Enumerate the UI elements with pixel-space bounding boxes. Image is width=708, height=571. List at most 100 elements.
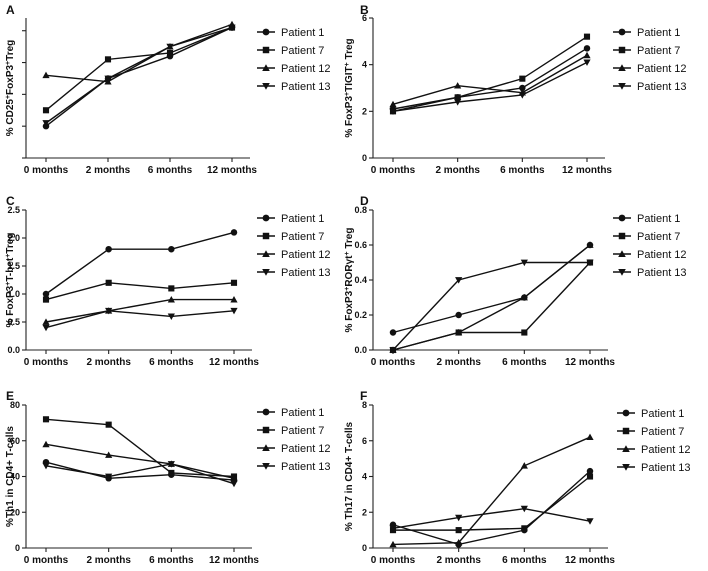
series-line-patient-12 <box>392 244 591 351</box>
x-category-label: 0 months <box>371 555 416 566</box>
data-point <box>454 99 462 106</box>
y-tick-label: 8 <box>362 400 367 410</box>
legend-label: Patient 12 <box>637 63 687 75</box>
data-point <box>42 440 50 448</box>
x-category-label: 0 months <box>371 357 416 368</box>
y-tick-label: 0.6 <box>354 240 367 250</box>
y-tick-label: 0 <box>362 543 367 553</box>
x-category-label: 0 months <box>371 165 416 176</box>
panel-letter: A <box>6 3 15 17</box>
legend-marker <box>262 64 270 72</box>
y-axis-label: % Th17 in CD4+ T-cells <box>344 421 355 531</box>
legend-marker <box>618 46 626 54</box>
x-category-label: 2 months <box>86 165 131 176</box>
x-category-label: 6 months <box>502 555 547 566</box>
x-category-label: 2 months <box>436 555 481 566</box>
data-point <box>105 279 112 286</box>
y-tick-label: 0.0 <box>354 345 367 355</box>
data-point <box>168 285 175 292</box>
data-point <box>105 245 112 253</box>
legend-label: Patient 12 <box>641 444 691 456</box>
series-line-patient-13 <box>392 261 590 351</box>
legend-label: Patient 13 <box>637 81 687 93</box>
y-tick-label: 6 <box>362 436 367 446</box>
x-category-label: 2 months <box>86 555 131 566</box>
legend-label: Patient 7 <box>281 231 324 243</box>
data-point <box>586 518 594 525</box>
data-point <box>166 43 174 51</box>
legend-marker <box>618 28 626 36</box>
data-point <box>454 94 461 101</box>
x-category-label: 0 months <box>24 555 69 566</box>
legend-marker <box>622 427 630 435</box>
panel-f: F 0 2 4 6 8 0 months 2 months 6 months 12 months%… <box>344 389 691 566</box>
data-point <box>521 329 528 336</box>
data-point <box>520 505 528 513</box>
y-tick-label: 2 <box>362 106 367 116</box>
x-category-label: 12 months <box>209 555 259 566</box>
panel-d: D 0.0 0.2 0.4 0.6 0.8 0 months 2 months 6 months… <box>344 194 687 368</box>
series-line-patient-1 <box>45 461 235 481</box>
data-point <box>105 421 112 428</box>
legend-marker <box>262 250 270 258</box>
legend-label: Patient 1 <box>281 213 324 225</box>
series-line-patient-7 <box>45 418 235 478</box>
y-tick-label: 1.5 <box>7 261 20 271</box>
legend-label: Patient 12 <box>281 249 331 261</box>
legend-marker <box>622 445 630 453</box>
y-tick-label: 6 <box>362 13 367 23</box>
legend-marker <box>618 64 626 72</box>
data-point <box>518 92 526 99</box>
data-point <box>454 82 462 89</box>
series-line-patient-7 <box>45 282 235 301</box>
panel-c: C 0.0 0.5 1.0 1.5 2.0 2.5 0 months 2 months 6 mon… <box>5 194 331 368</box>
panel-letter: D <box>360 194 369 208</box>
data-point <box>520 259 528 267</box>
data-point <box>230 480 238 488</box>
data-point <box>583 33 591 40</box>
y-axis-label: %Th1 in CD4+ T-cells <box>5 426 16 527</box>
legend-label: Patient 7 <box>641 426 684 438</box>
data-point <box>168 245 175 253</box>
legend-label: Patient 1 <box>637 27 680 39</box>
series-line-patient-13 <box>45 26 233 124</box>
series-line-patient-13 <box>45 310 235 329</box>
legend-label: Patient 13 <box>641 462 691 474</box>
panel-a: A 0 months 2 months 6 months 12 months % CD25… <box>5 3 331 176</box>
y-tick-label: 1.0 <box>7 289 20 299</box>
x-category-label: 2 months <box>435 165 480 176</box>
y-tick-label: 40 <box>10 472 20 482</box>
x-category-label: 12 months <box>565 357 615 368</box>
series-line-patient-12 <box>45 298 234 323</box>
y-tick-label: 2 <box>362 507 367 517</box>
x-category-label: 6 months <box>149 555 194 566</box>
data-point <box>389 329 397 336</box>
panel-letter: E <box>6 389 14 403</box>
data-point <box>455 514 463 522</box>
y-tick-label: 80 <box>10 400 20 410</box>
x-category-label: 2 months <box>86 357 131 368</box>
legend-marker <box>262 46 270 54</box>
data-point <box>167 461 175 468</box>
series-line-patient-12 <box>45 443 235 479</box>
x-category-label: 12 months <box>562 165 612 176</box>
legend-label: Patient 7 <box>281 45 324 57</box>
x-category-label: 6 months <box>502 357 547 368</box>
data-point <box>166 49 174 57</box>
data-point <box>519 84 526 92</box>
legend-label: Patient 1 <box>641 408 684 420</box>
y-tick-label: 2.0 <box>7 233 20 243</box>
data-point <box>167 296 175 303</box>
legend-label: Patient 12 <box>637 249 687 261</box>
y-tick-label: 0.8 <box>354 205 367 215</box>
data-point <box>42 296 50 303</box>
data-point <box>228 24 236 32</box>
data-point <box>230 307 238 315</box>
y-tick-label: 0.2 <box>354 310 367 320</box>
legend-label: Patient 1 <box>281 407 324 419</box>
data-point <box>389 540 397 548</box>
series-line-patient-12 <box>45 23 233 83</box>
y-axis-label: % CD25+FoxP3+Treg <box>5 40 17 137</box>
panel-letter: F <box>360 389 367 403</box>
